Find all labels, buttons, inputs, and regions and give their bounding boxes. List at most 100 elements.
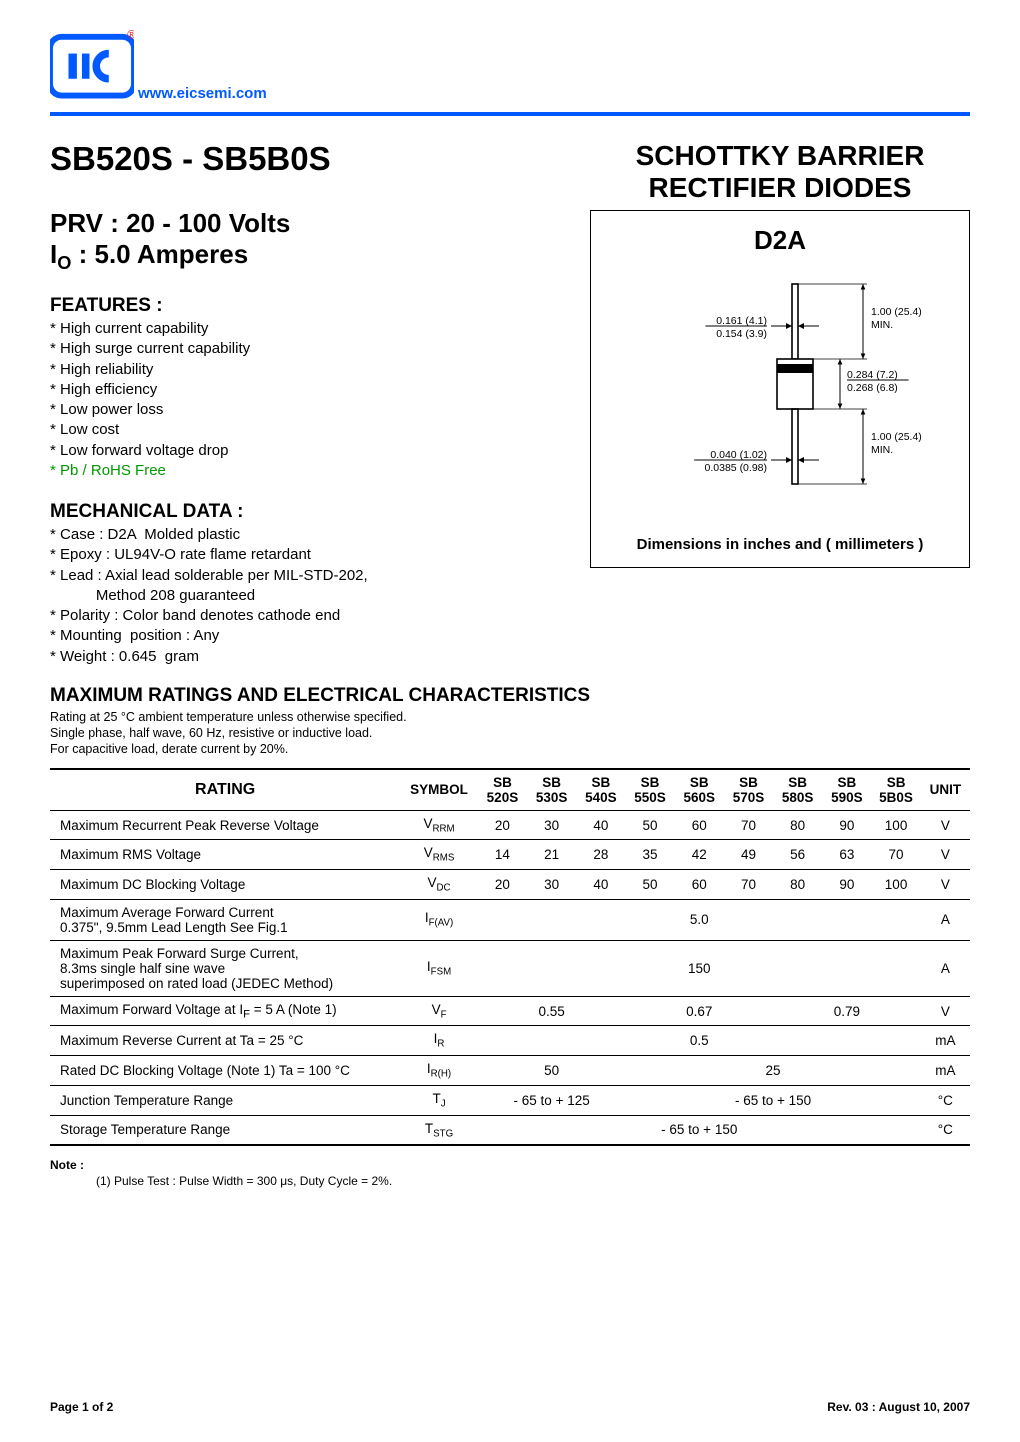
prv-line: PRV : 20 - 100 Volts [50,208,570,239]
dimension-caption: Dimensions in inches and ( millimeters ) [601,536,959,553]
table-cell: 0.55 [478,996,626,1026]
left-column: SB520S - SB5B0S PRV : 20 - 100 Volts IO … [50,140,570,667]
table-header: SB560S [675,769,724,811]
table-cell: Junction Temperature Range [50,1085,400,1115]
table-cell: 30 [527,870,576,900]
io-sub: O [57,253,71,273]
table-header: RATING [50,769,400,811]
mechanical-item: Mounting position : Any [50,626,570,646]
table-header: SB5B0S [871,769,920,811]
table-row: Storage Temperature RangeTSTG- 65 to + 1… [50,1115,970,1145]
table-cell: 30 [527,810,576,840]
table-cell: 49 [724,840,773,870]
mechanical-item: Weight : 0.645 gram [50,647,570,667]
table-row: Rated DC Blocking Voltage (Note 1) Ta = … [50,1056,970,1086]
product-type-line1: SCHOTTKY BARRIER [636,140,925,171]
product-type: SCHOTTKY BARRIER RECTIFIER DIODES [590,140,970,204]
feature-item: High reliability [50,360,570,380]
table-cell: IFSM [400,940,478,996]
table-cell: - 65 to + 150 [478,1115,921,1145]
table-header: SB570S [724,769,773,811]
table-cell: °C [921,1085,970,1115]
note-text: (1) Pulse Test : Pulse Width = 300 μs, D… [96,1174,970,1188]
table-header: UNIT [921,769,970,811]
note-heading: Note : [50,1158,970,1172]
rating-headline: PRV : 20 - 100 Volts IO : 5.0 Amperes [50,208,570,275]
table-cell: 60 [675,810,724,840]
table-cell: 60 [675,870,724,900]
table-row: Maximum Reverse Current at Ta = 25 °CIR0… [50,1026,970,1056]
package-drawing: 0.161 (4.1)0.154 (3.9)1.00 (25.4)MIN.0.2… [601,264,959,524]
feature-item: Low power loss [50,400,570,420]
table-cell: 90 [822,810,871,840]
table-cell: 150 [478,940,921,996]
table-cell: 56 [773,840,822,870]
table-cell: TJ [400,1085,478,1115]
table-row: Maximum DC Blocking VoltageVDC2030405060… [50,870,970,900]
table-cell: Maximum RMS Voltage [50,840,400,870]
mechanical-item: Polarity : Color band denotes cathode en… [50,606,570,626]
table-cell: Maximum Recurrent Peak Reverse Voltage [50,810,400,840]
table-cell: VRRM [400,810,478,840]
mechanical-item: Case : D2A Molded plastic [50,525,570,545]
table-cell: 0.79 [773,996,921,1026]
table-cell: Maximum Reverse Current at Ta = 25 °C [50,1026,400,1056]
table-cell: V [921,840,970,870]
svg-text:0.154 (3.9): 0.154 (3.9) [716,328,767,340]
product-type-line2: RECTIFIER DIODES [649,172,912,203]
eic-logo: ® [50,28,134,106]
io-rest: : 5.0 Amperes [71,239,248,269]
svg-text:1.00 (25.4): 1.00 (25.4) [871,306,922,318]
table-cell: 20 [478,870,527,900]
table-cell: °C [921,1115,970,1145]
table-row: Junction Temperature RangeTJ- 65 to + 12… [50,1085,970,1115]
mechanical-item: Epoxy : UL94V-O rate flame retardant [50,545,570,565]
part-range-title: SB520S - SB5B0S [50,140,570,178]
feature-item: Low forward voltage drop [50,441,570,461]
table-cell: TSTG [400,1115,478,1145]
top-grid: SB520S - SB5B0S PRV : 20 - 100 Volts IO … [50,140,970,667]
table-cell: Maximum DC Blocking Voltage [50,870,400,900]
table-cell: 50 [625,810,674,840]
table-cell: 70 [724,810,773,840]
table-cell: Maximum Peak Forward Surge Current,8.3ms… [50,940,400,996]
table-cell: V [921,996,970,1026]
svg-text:0.284 (7.2): 0.284 (7.2) [847,369,898,381]
table-cell: 50 [478,1056,626,1086]
mechanical-list: Case : D2A Molded plasticEpoxy : UL94V-O… [50,525,570,667]
svg-text:MIN.: MIN. [871,444,893,456]
feature-item: High surge current capability [50,339,570,359]
table-cell: - 65 to + 125 [478,1085,626,1115]
features-list: High current capabilityHigh surge curren… [50,319,570,481]
feature-item: Low cost [50,420,570,440]
table-row: Maximum Forward Voltage at IF = 5 A (Not… [50,996,970,1026]
table-cell: V [921,810,970,840]
table-cell: IR(H) [400,1056,478,1086]
table-cell: IR [400,1026,478,1056]
rating-condition: For capacitive load, derate current by 2… [50,741,970,757]
svg-text:MIN.: MIN. [871,319,893,331]
table-cell: A [921,940,970,996]
page-footer: Page 1 of 2 Rev. 03 : August 10, 2007 [50,1400,970,1414]
right-column: SCHOTTKY BARRIER RECTIFIER DIODES D2A 0.… [590,140,970,568]
table-header: SB550S [625,769,674,811]
feature-item: High current capability [50,319,570,339]
table-cell: IF(AV) [400,899,478,940]
table-cell: 70 [871,840,920,870]
table-cell: Rated DC Blocking Voltage (Note 1) Ta = … [50,1056,400,1086]
svg-text:0.268 (6.8): 0.268 (6.8) [847,382,898,394]
package-name: D2A [601,225,959,256]
rating-condition: Rating at 25 °C ambient temperature unle… [50,709,970,725]
table-cell: 50 [625,870,674,900]
footer-page: Page 1 of 2 [50,1400,113,1414]
table-cell: 0.67 [625,996,773,1026]
table-cell: VRMS [400,840,478,870]
svg-text:0.0385 (0.98): 0.0385 (0.98) [705,462,767,474]
dimension-box: D2A 0.161 (4.1)0.154 (3.9)1.00 (25.4)MIN… [590,210,970,568]
brand-url: www.eicsemi.com [138,85,267,102]
mechanical-item: Lead : Axial lead solderable per MIL-STD… [50,566,570,607]
table-header: SB530S [527,769,576,811]
ratings-heading: MAXIMUM RATINGS AND ELECTRICAL CHARACTER… [50,685,970,707]
rating-condition: Single phase, half wave, 60 Hz, resistiv… [50,725,970,741]
table-header: SB540S [576,769,625,811]
